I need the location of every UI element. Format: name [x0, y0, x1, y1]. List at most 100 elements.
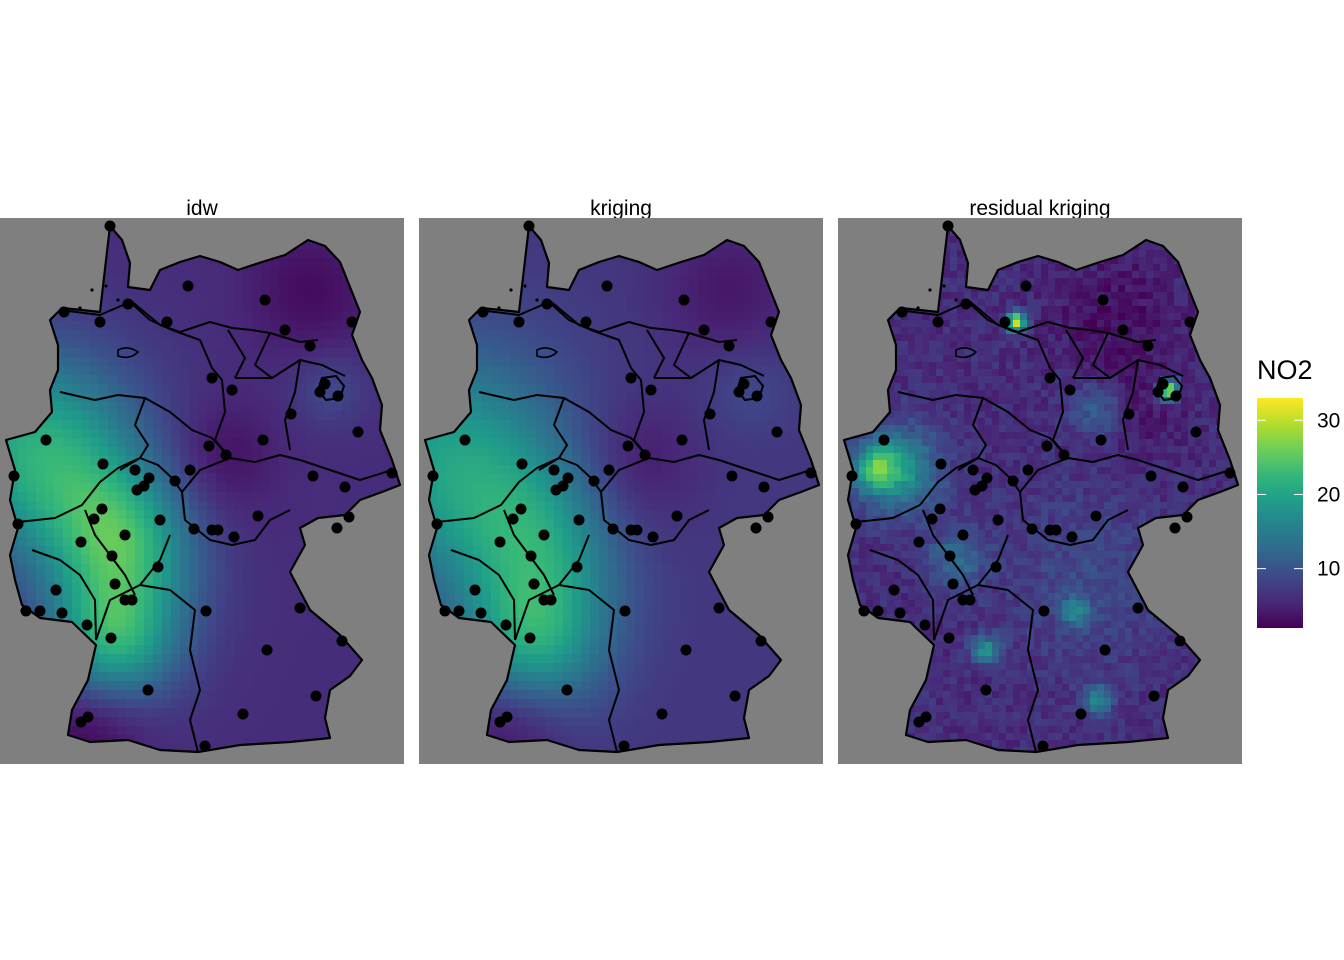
raster-cell: [81, 465, 91, 475]
raster-cell: [671, 573, 681, 583]
raster-cell: [198, 519, 208, 529]
raster-cell: [342, 321, 352, 331]
raster-cell: [653, 402, 663, 412]
raster-cell: [117, 582, 127, 592]
raster-cell: [207, 609, 217, 619]
raster-cell: [207, 537, 217, 547]
raster-cell: [527, 654, 537, 664]
raster-cell: [252, 384, 262, 394]
raster-cell: [473, 492, 483, 502]
raster-cell: [617, 339, 627, 349]
raster-cell: [270, 672, 280, 682]
raster-cell: [27, 501, 37, 511]
raster-cell: [270, 402, 280, 412]
raster-cell: [279, 690, 289, 700]
raster-cell: [315, 654, 325, 664]
raster-cell: [680, 636, 690, 646]
raster-cell: [243, 519, 253, 529]
raster-cell: [572, 573, 582, 583]
raster-cell: [198, 591, 208, 601]
raster-cell: [491, 429, 501, 439]
raster-cell: [207, 429, 217, 439]
raster-cell: [536, 285, 546, 295]
raster-cell: [788, 429, 798, 439]
raster-cell: [225, 465, 235, 475]
raster-cell: [297, 438, 307, 448]
raster-cell: [90, 339, 100, 349]
raster-cell: [644, 510, 654, 520]
raster-cell: [306, 627, 316, 637]
raster-cell: [117, 708, 127, 718]
raster-cell: [180, 258, 190, 268]
raster-cell: [536, 321, 546, 331]
raster-cell: [126, 330, 136, 340]
raster-cell: [689, 258, 699, 268]
raster-cell: [36, 447, 46, 457]
raster-cell: [162, 663, 172, 673]
monitoring-station-point: [75, 536, 87, 548]
raster-cell: [662, 474, 672, 484]
raster-cell: [680, 492, 690, 502]
raster-cell: [716, 618, 726, 628]
raster-cell: [608, 357, 618, 367]
raster-cell: [153, 447, 163, 457]
raster-cell: [788, 393, 798, 403]
raster-cell: [162, 456, 172, 466]
raster-cell: [99, 312, 109, 322]
raster-cell: [207, 735, 217, 745]
raster-cell: [306, 483, 316, 493]
raster-cell: [698, 312, 708, 322]
raster-cell: [473, 510, 483, 520]
raster-cell: [63, 465, 73, 475]
raster-cell: [509, 465, 519, 475]
raster-cell: [333, 348, 343, 358]
raster-cell: [261, 627, 271, 637]
raster-cell: [261, 681, 271, 691]
raster-cell: [707, 330, 717, 340]
raster-cell: [261, 699, 271, 709]
state-border: [227, 329, 246, 379]
raster-cell: [518, 627, 528, 637]
raster-cell: [491, 330, 501, 340]
raster-cell: [545, 375, 555, 385]
raster-cell: [297, 492, 307, 502]
raster-cell: [536, 384, 546, 394]
raster-cell: [545, 348, 555, 358]
raster-cell: [9, 546, 19, 556]
raster-cell: [324, 474, 334, 484]
raster-cell: [527, 456, 537, 466]
raster-cell: [63, 438, 73, 448]
raster-cell: [234, 276, 244, 286]
raster-cell: [752, 501, 762, 511]
raster-cell: [288, 528, 298, 538]
raster-cell: [54, 519, 64, 529]
raster-cell: [306, 429, 316, 439]
raster-cell: [234, 726, 244, 736]
raster-cell: [270, 690, 280, 700]
raster-cell: [189, 438, 199, 448]
raster-cell: [662, 591, 672, 601]
raster-cell: [680, 546, 690, 556]
raster-cell: [635, 366, 645, 376]
raster-cell: [527, 312, 537, 322]
monitoring-station-point: [138, 480, 150, 492]
raster-cell: [464, 456, 474, 466]
raster-cell: [81, 492, 91, 502]
raster-cell: [473, 456, 483, 466]
raster-cell: [63, 510, 73, 520]
raster-cell: [207, 636, 217, 646]
raster-cell: [572, 546, 582, 556]
raster-cell: [234, 483, 244, 493]
raster-cell: [698, 303, 708, 313]
raster-cell: [144, 438, 154, 448]
raster-cell: [446, 510, 456, 520]
raster-cell: [180, 672, 190, 682]
raster-cell: [198, 654, 208, 664]
raster-cell: [527, 429, 537, 439]
raster-cell: [189, 681, 199, 691]
raster-cell: [333, 492, 343, 502]
raster-cell: [252, 609, 262, 619]
raster-cell: [99, 573, 109, 583]
raster-cell: [243, 375, 253, 385]
raster-cell: [680, 303, 690, 313]
